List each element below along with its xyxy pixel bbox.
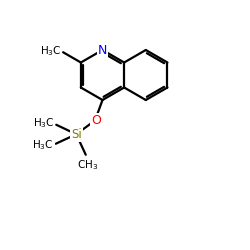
Text: H$_3$C: H$_3$C xyxy=(32,138,54,152)
Text: N: N xyxy=(98,44,107,57)
Text: O: O xyxy=(91,114,101,127)
Text: Si: Si xyxy=(71,128,82,141)
Text: H$_3$C: H$_3$C xyxy=(40,44,61,58)
Text: H$_3$C: H$_3$C xyxy=(33,116,54,130)
Text: CH$_3$: CH$_3$ xyxy=(77,158,98,172)
